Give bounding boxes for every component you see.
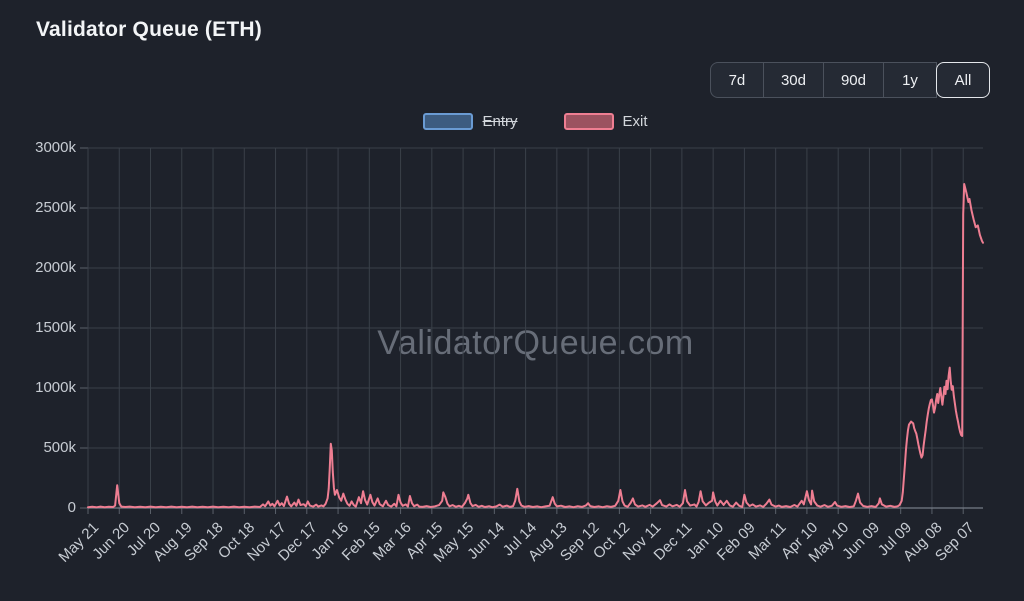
legend-item-entry[interactable]: Entry	[423, 113, 518, 130]
range-button-all[interactable]: All	[936, 62, 990, 98]
watermark: ValidatorQueue.com	[377, 324, 694, 362]
y-axis-tick-label: 1500k	[35, 319, 76, 336]
exit-series-label: Exit	[622, 113, 648, 130]
page-title: Validator Queue (ETH)	[36, 18, 262, 41]
y-axis-tick-label: 3000k	[35, 139, 76, 156]
y-axis-tick-label: 0	[67, 499, 76, 516]
entry-series-label: Entry	[482, 113, 518, 130]
y-axis-tick-label: 2500k	[35, 199, 76, 216]
entry-series-swatch	[423, 113, 474, 130]
y-axis-tick-label: 1000k	[35, 379, 76, 396]
chart-legend: Entry Exit	[88, 113, 983, 130]
range-button-90d[interactable]: 90d	[822, 62, 884, 98]
time-range-selector: 7d 30d 90d 1y All	[709, 62, 990, 98]
exit-series-swatch	[563, 113, 614, 130]
y-axis-tick-label: 500k	[43, 439, 76, 456]
y-axis-tick-label: 2000k	[35, 259, 76, 276]
exit-series-line	[87, 183, 984, 509]
legend-item-exit[interactable]: Exit	[563, 113, 648, 130]
